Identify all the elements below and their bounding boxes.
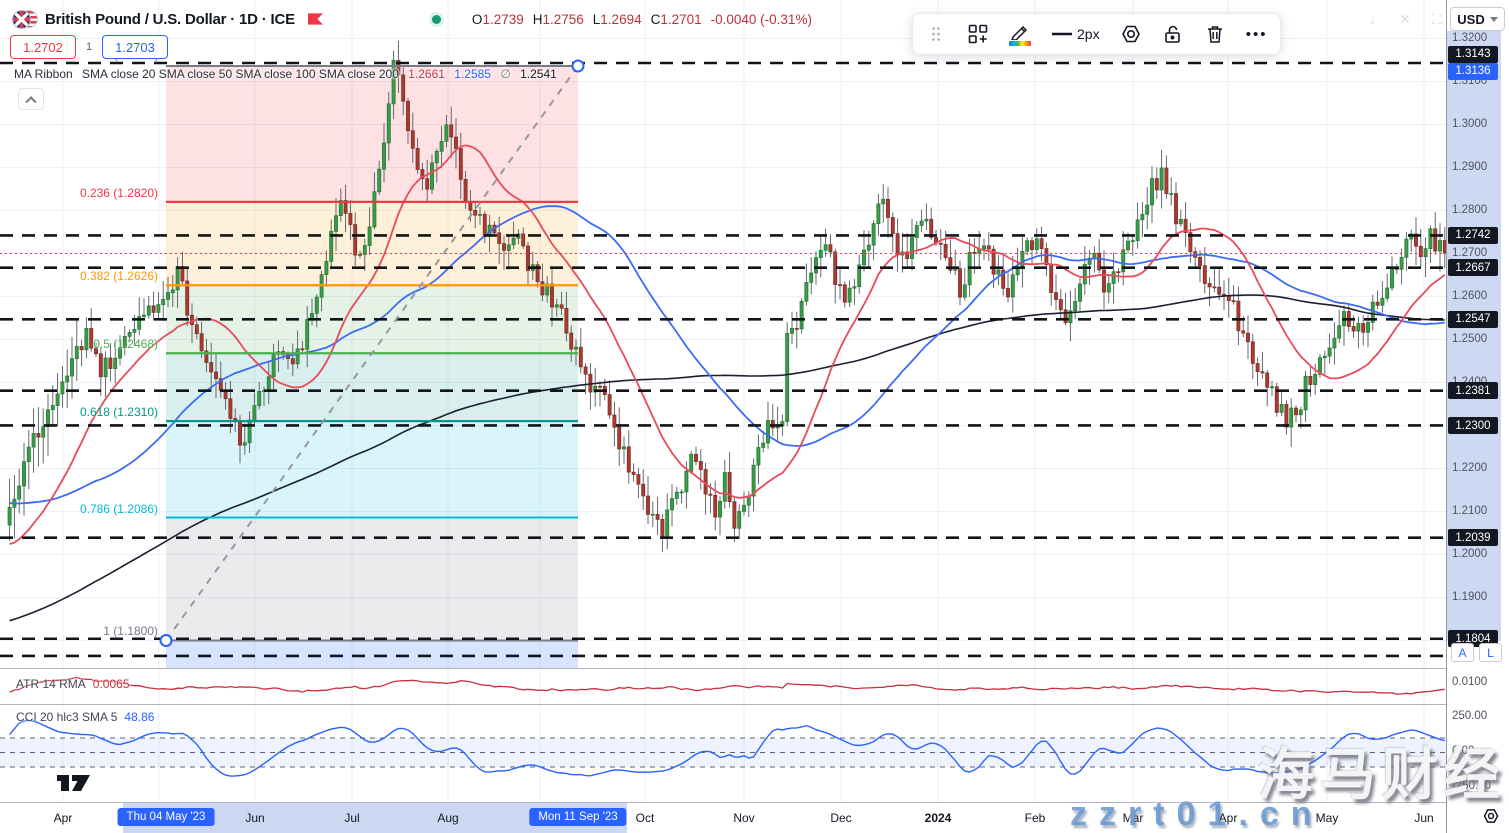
drawing-toolbar: 2px ••• [912,13,1281,55]
fib-level-label: 0.5 (1.2468) [93,337,158,352]
price-axis-badge: 1.2039 [1448,529,1498,547]
price-axis-label: 1.2100 [1452,504,1488,517]
fib-level-label: 0.618 (1.2310) [79,405,158,420]
line-width-value: 2px [1077,26,1100,42]
price-axis-badge: 1.2300 [1448,417,1498,434]
price-axis-badge: 1.2547 [1448,310,1498,328]
fib-level-label: 0.236 (1.2820) [79,185,158,200]
color-gradient-bar [1009,40,1031,46]
price-axis-label: 1.3200 [1452,31,1488,44]
cci-value: 48.86 [124,710,155,724]
time-axis-label: Oct [635,811,655,825]
spread-value: 1 [85,41,93,53]
maximize-icon[interactable]: ⛶ [1432,10,1442,27]
price-axis-label: 1.2900 [1452,160,1488,173]
cci-axis-label: -250.00 [1452,780,1492,792]
price-axis-badge: 1.2742 [1448,226,1498,244]
lock-icon[interactable] [1162,19,1184,49]
line-width-button[interactable]: 2px [1051,19,1100,49]
price-axis-label: 1.1900 [1452,590,1488,603]
time-axis-label: Apr [53,811,73,825]
time-axis-label: Jul [344,811,360,825]
cci-legend[interactable]: CCI 20 hlc3 SMA 5 48.86 [16,710,155,724]
chevron-down-icon [1489,16,1498,22]
sell-price-button[interactable]: 1.2702 [10,35,76,59]
price-axis-label: 1.2600 [1452,289,1488,302]
template-icon[interactable] [967,19,989,49]
settings-gear-icon[interactable] [1482,807,1500,830]
cci-axis-label: 250.00 [1452,710,1488,722]
price-axis-badge: 1.3143 [1448,45,1498,63]
price-chart-canvas[interactable] [0,0,1447,802]
price-axis-label: 1.2200 [1452,461,1488,474]
time-axis-label: Apr [1218,811,1238,825]
trade-spread-widget: 1.2702 1 1.2703 [10,35,168,59]
time-axis-date-badge: Thu 04 May '23 [117,808,215,826]
price-axis-badge: 1.3136 [1448,62,1498,80]
tradingview-logo[interactable] [57,770,93,797]
ghost-window-icons: ↓ ✕ ⛶ [1362,9,1448,29]
watermark-cjk: 海马财经 [1258,743,1506,806]
time-axis-label: Mar [1122,811,1144,825]
ma20-value: 1.2661 [408,67,445,81]
chevron-up-icon [25,96,37,108]
currency-dropdown[interactable]: USD [1450,7,1505,31]
more-options-icon[interactable]: ••• [1245,25,1268,43]
ma200-value: 1.2541 [520,67,557,81]
cci-axis-label: 0.00 [1452,745,1475,757]
time-axis-label: Dec [830,811,852,825]
ohlc-values: O1.2739 H1.2756 L1.2694 C1.2701 -0.0040 … [471,11,812,27]
legend-collapse-button[interactable] [18,88,44,110]
price-axis-badge: 1.2667 [1448,259,1498,277]
time-axis-label: Nov [733,811,755,825]
time-axis-label: Aug [437,811,459,825]
price-axis[interactable]: 1.3200 1.3100 1.3000 1.2900 1.2800 1.2700 1.26… [1446,0,1509,833]
drag-handle-icon[interactable] [925,19,947,49]
time-axis-label: Feb [1024,811,1046,825]
price-axis-label: 1.2800 [1452,203,1488,216]
log-scale-button[interactable]: L [1479,643,1502,662]
watermark-url: zzrt01.cn [1070,795,1324,833]
fib-level-label: 0.382 (1.2626) [79,269,158,284]
ma-ribbon-title: MA Ribbon [14,67,73,81]
ma-ribbon-params: SMA close 20 SMA close 50 SMA close 100 … [82,67,399,81]
time-axis[interactable]: Apr Jun Jul Aug Oct Nov Dec 2024 Feb Mar Apr May Jun… [0,802,1447,833]
time-axis-label: May [1315,811,1339,825]
trash-icon[interactable] [1204,19,1226,49]
price-axis-label: 1.2000 [1452,547,1488,560]
time-axis-label: Jun [1414,811,1434,825]
buy-price-button[interactable]: 1.2703 [102,35,168,59]
price-axis-label: 1.3000 [1452,117,1488,130]
download-icon[interactable]: ↓ [1369,11,1377,27]
market-open-dot [431,14,441,24]
alert-flag-icon[interactable] [307,12,323,26]
time-axis-label: 2024 [924,811,952,825]
fib-level-label: 1 (1.1800) [103,624,158,639]
ma100-hidden-value: ∅ [500,67,511,81]
atr-value: 0.0065 [92,677,130,691]
time-axis-date-badge: Mon 11 Sep '23 [529,808,627,826]
price-axis-label: 1.2500 [1452,332,1488,345]
price-axis-label: 1.2700 [1452,246,1488,259]
symbol-title[interactable]: British Pound / U.S. Dollar · 1D · ICE [45,10,295,28]
close-icon[interactable]: ✕ [1399,10,1411,27]
ma-ribbon-legend[interactable]: MA Ribbon SMA close 20 SMA close 50 SMA … [14,67,557,81]
fib-level-label: 0.786 (1.2086) [79,501,158,516]
atr-axis-label: 0.0100 [1452,676,1488,688]
settings-icon[interactable] [1120,19,1142,49]
price-axis-badge: 1.2381 [1448,382,1498,400]
color-pencil-icon[interactable] [1009,19,1031,49]
time-axis-label: Jun [245,811,265,825]
atr-legend[interactable]: ATR 14 RMA 0.0065 [16,677,130,691]
auto-scale-button[interactable]: A [1451,643,1474,662]
change-value: -0.0040 (-0.31%) [710,11,812,27]
symbol-flag-icon [12,9,38,29]
ma50-value: 1.2585 [454,67,491,81]
